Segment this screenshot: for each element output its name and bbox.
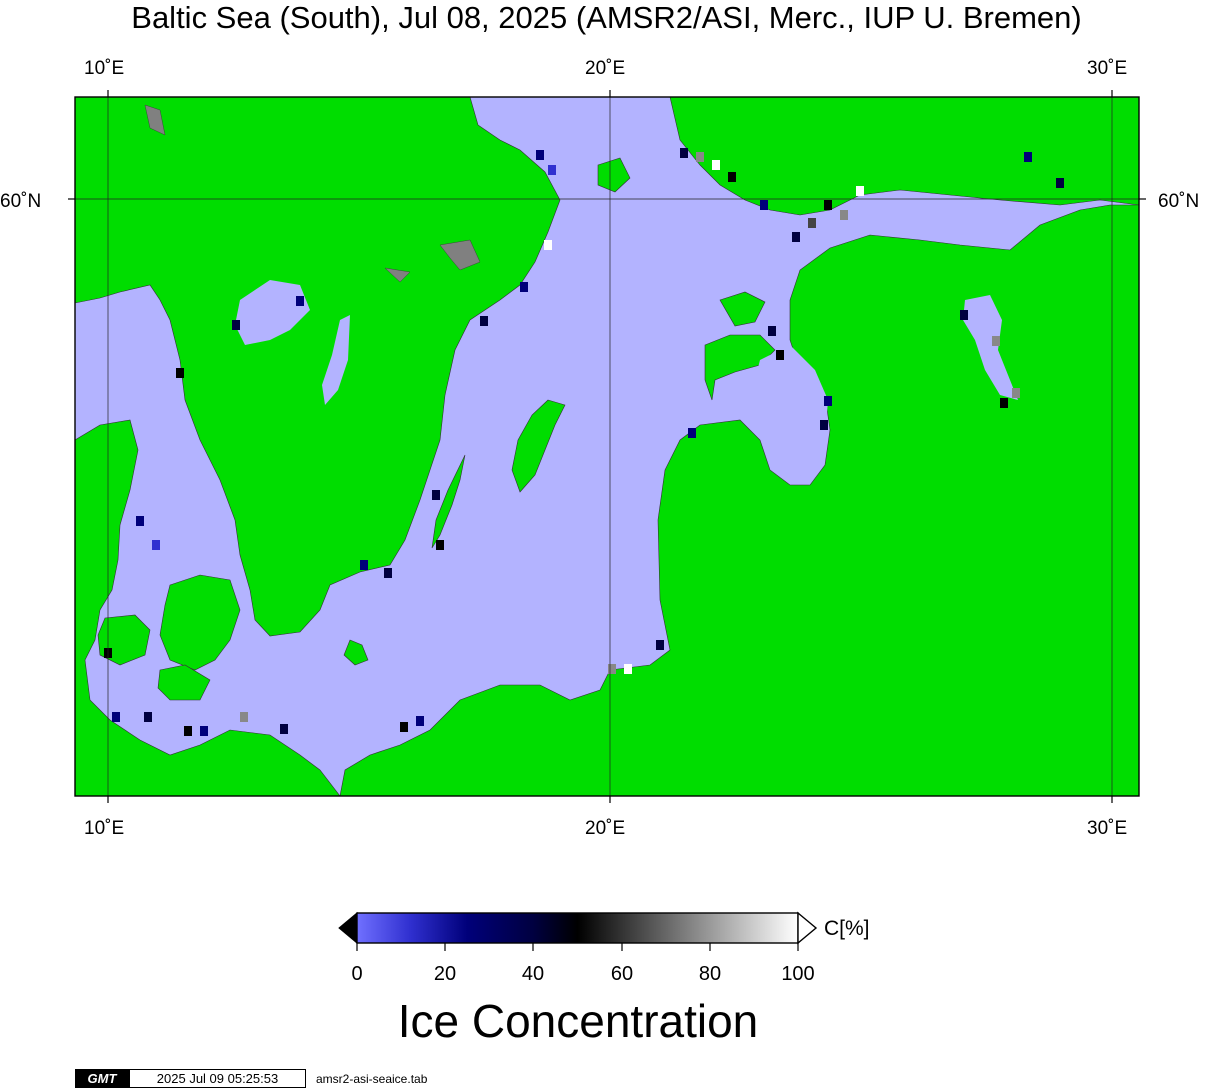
land-east	[339, 204, 1139, 796]
colorbar-title: Ice Concentration	[397, 995, 759, 1047]
ice-pixels	[104, 148, 1064, 736]
colorbar-tick-0: 0	[351, 963, 363, 985]
land-zealand	[159, 574, 241, 671]
map-area	[75, 97, 1139, 796]
bottom-tick-10e: 10˚E	[84, 818, 125, 839]
footer-timestamp: 2025 Jul 09 05:25:53	[129, 1069, 306, 1088]
map-title: Baltic Sea (South), Jul 08, 2025 (AMSR2/…	[131, 0, 1082, 35]
colorbar-tick-60: 60	[610, 963, 634, 985]
top-tick-20e: 20˚E	[585, 58, 626, 79]
gmt-logo: GMT	[75, 1069, 129, 1088]
water-lake-peipus	[963, 295, 1018, 400]
land-lolland	[157, 664, 211, 701]
colorbar-tick-100: 100	[781, 963, 815, 985]
water-gulf-of-riga	[750, 345, 828, 480]
land-norway-gray	[144, 104, 481, 283]
colorbar-ramp	[356, 912, 799, 944]
left-tick-60n: 60˚N	[0, 191, 42, 212]
colorbar	[338, 911, 818, 951]
land-saaremaa	[704, 334, 776, 401]
land-hiiumaa	[719, 291, 766, 327]
axis-ticks	[68, 90, 1146, 803]
colorbar-tick-40: 40	[521, 963, 545, 985]
land-jutland	[75, 419, 341, 796]
footer-filename: amsr2-asi-seaice.tab	[316, 1072, 428, 1086]
land-scandinavia	[75, 97, 561, 637]
bottom-tick-30e: 30˚E	[1087, 818, 1128, 839]
water-lake-vanern	[235, 280, 310, 345]
map-frame	[74, 96, 1140, 797]
right-tick-60n: 60˚N	[1158, 191, 1200, 212]
top-tick-30e: 30˚E	[1087, 58, 1128, 79]
colorbar-tick-20: 20	[433, 963, 457, 985]
colorbar-under-triangle	[338, 911, 358, 945]
colorbar-over-triangle	[797, 911, 818, 945]
colorbar-unit: C[%]	[824, 917, 870, 940]
land-bornholm	[343, 639, 369, 666]
graticule	[75, 97, 1139, 796]
bottom-tick-20e: 20˚E	[585, 818, 626, 839]
top-tick-10e: 10˚E	[84, 58, 125, 79]
water-lake-vattern	[322, 315, 350, 405]
colorbar-tick-80: 80	[698, 963, 722, 985]
land-gotland	[511, 399, 566, 493]
land-aland	[597, 157, 631, 193]
